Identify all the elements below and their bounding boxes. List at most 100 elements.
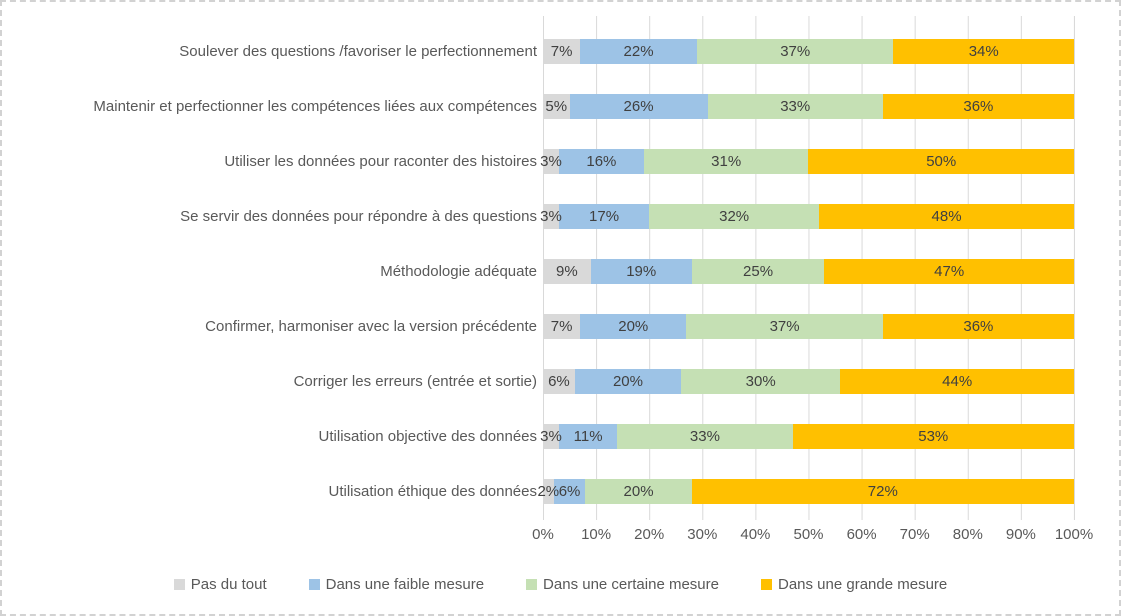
segment-value-label: 36% <box>963 98 994 115</box>
category-label: Utiliser les données pour raconter des h… <box>224 153 537 170</box>
bar-segment[interactable]: 34% <box>893 39 1074 64</box>
bar-segment[interactable]: 48% <box>819 204 1074 229</box>
legend-item[interactable]: Dans une grande mesure <box>760 576 948 593</box>
segment-value-label: 33% <box>689 428 720 445</box>
segment-value-label: 32% <box>719 208 750 225</box>
segment-value-label: 48% <box>931 208 962 225</box>
segment-value-label: 20% <box>612 373 643 390</box>
legend-label: Dans une certaine mesure <box>543 576 719 593</box>
legend-label: Dans une grande mesure <box>777 576 948 593</box>
segment-value-label: 31% <box>711 153 742 170</box>
x-axis-tick-label: 70% <box>899 526 930 543</box>
bar-segment[interactable]: 7% <box>543 314 581 339</box>
segment-value-label: 2% <box>537 483 560 500</box>
segment-value-label: 3% <box>540 153 562 170</box>
bar-segment[interactable]: 3% <box>540 424 562 449</box>
category-label: Maintenir et perfectionner les compétenc… <box>93 98 537 115</box>
bar-track: 9% 19% 25% 47% <box>543 259 1074 284</box>
bar-segment[interactable]: 32% <box>649 204 820 229</box>
bar-segment[interactable]: 20% <box>585 479 692 504</box>
category-label: Corriger les erreurs (entrée et sortie) <box>293 373 537 390</box>
segment-value-label: 9% <box>556 263 578 280</box>
bar-segment[interactable]: 22% <box>580 39 697 64</box>
segment-value-label: 47% <box>934 263 965 280</box>
bar-segment[interactable]: 5% <box>543 94 570 119</box>
bar-segment[interactable]: 36% <box>882 314 1074 339</box>
bar-segment[interactable]: 36% <box>882 94 1074 119</box>
bar-segment[interactable]: 33% <box>617 424 793 449</box>
bar-row: Se servir des données pour répondre à de… <box>2 189 1119 244</box>
bar-segment[interactable]: 26% <box>569 94 708 119</box>
bar-segment[interactable]: 2% <box>537 479 559 504</box>
bar-segment[interactable]: 20% <box>580 314 687 339</box>
category-label: Confirmer, harmoniser avec la version pr… <box>205 318 537 335</box>
segment-value-label: 20% <box>618 318 649 335</box>
category-label: Soulever des questions /favoriser le per… <box>179 43 537 60</box>
segment-value-label: 50% <box>926 153 957 170</box>
category-label: Utilisation objective des données <box>318 428 537 445</box>
bar-segment[interactable]: 19% <box>590 259 692 284</box>
segment-value-label: 7% <box>550 43 573 60</box>
category-label: Utilisation éthique des données <box>328 483 537 500</box>
segment-value-label: 16% <box>586 153 617 170</box>
legend-swatch <box>760 579 772 590</box>
segment-value-label: 26% <box>623 98 654 115</box>
bar-segment[interactable]: 33% <box>707 94 883 119</box>
chart-legend: Pas du tout Dans une faible mesure Dans un… <box>2 576 1119 593</box>
x-axis-tick-label: 60% <box>846 526 877 543</box>
segment-value-label: 17% <box>589 208 620 225</box>
x-axis: 0% 10% 20% 30% 40% 50% 60% 70% 80% 90% 100% <box>532 526 1093 544</box>
bar-segment[interactable]: 31% <box>643 149 809 174</box>
segment-value-label: 3% <box>540 428 562 445</box>
bar-segment[interactable]: 9% <box>543 259 591 284</box>
bar-segment[interactable]: 3% <box>540 204 562 229</box>
bar-segment[interactable]: 3% <box>540 149 562 174</box>
bar-segment[interactable]: 30% <box>681 369 841 394</box>
legend-item[interactable]: Dans une faible mesure <box>308 576 485 593</box>
bar-segment[interactable]: 11% <box>558 424 618 449</box>
legend-swatch <box>526 579 538 590</box>
bar-track: 6% 20% 30% 44% <box>543 369 1074 394</box>
bar-segment[interactable]: 44% <box>840 369 1074 394</box>
segment-value-label: 33% <box>780 98 811 115</box>
bar-segment[interactable]: 7% <box>543 39 581 64</box>
bar-segment[interactable]: 17% <box>558 204 650 229</box>
x-axis-tick-label: 0% <box>532 526 554 543</box>
bar-segment[interactable]: 16% <box>558 149 644 174</box>
category-label: Se servir des données pour répondre à de… <box>180 208 537 225</box>
legend-label: Dans une faible mesure <box>325 576 485 593</box>
bar-segment[interactable]: 25% <box>691 259 825 284</box>
bar-segment[interactable]: 20% <box>574 369 682 394</box>
bar-row: Méthodologie adéquate 9% 19% 25% 47% <box>2 244 1119 299</box>
bar-segment[interactable]: 47% <box>824 259 1074 284</box>
legend-swatch <box>308 579 320 590</box>
segment-value-label: 37% <box>769 318 800 335</box>
bar-segment[interactable]: 50% <box>808 149 1074 174</box>
bar-segment[interactable]: 6% <box>553 479 586 504</box>
bar-track: 3% 16% 31% 50% <box>540 149 1074 174</box>
bar-track: 3% 11% 33% 53% <box>540 424 1074 449</box>
bar-segment[interactable]: 37% <box>686 314 883 339</box>
segment-value-label: 44% <box>942 373 973 390</box>
legend-item[interactable]: Dans une certaine mesure <box>526 576 719 593</box>
bar-segment[interactable]: 37% <box>696 39 894 64</box>
x-axis-tick-label: 80% <box>952 526 983 543</box>
bar-segment[interactable]: 53% <box>792 424 1074 449</box>
legend-item[interactable]: Pas du tout <box>173 576 267 593</box>
segment-value-label: 6% <box>548 373 570 390</box>
segment-value-label: 3% <box>540 208 562 225</box>
legend-swatch <box>173 579 185 590</box>
segment-value-label: 53% <box>918 428 949 445</box>
bar-row: Corriger les erreurs (entrée et sortie) 6… <box>2 354 1119 409</box>
bar-segment[interactable]: 6% <box>543 369 575 394</box>
bar-rows-container: Soulever des questions /favoriser le per… <box>2 24 1119 519</box>
segment-value-label: 72% <box>867 483 898 500</box>
bar-track: 7% 22% 37% 34% <box>543 39 1074 64</box>
x-axis-tick-label: 40% <box>740 526 771 543</box>
x-axis-tick-label: 100% <box>1054 526 1094 543</box>
x-axis-tick-label: 30% <box>687 526 718 543</box>
bar-row: Soulever des questions /favoriser le per… <box>2 24 1119 79</box>
segment-value-label: 20% <box>623 483 654 500</box>
category-label: Méthodologie adéquate <box>380 263 537 280</box>
bar-segment[interactable]: 72% <box>691 479 1074 504</box>
